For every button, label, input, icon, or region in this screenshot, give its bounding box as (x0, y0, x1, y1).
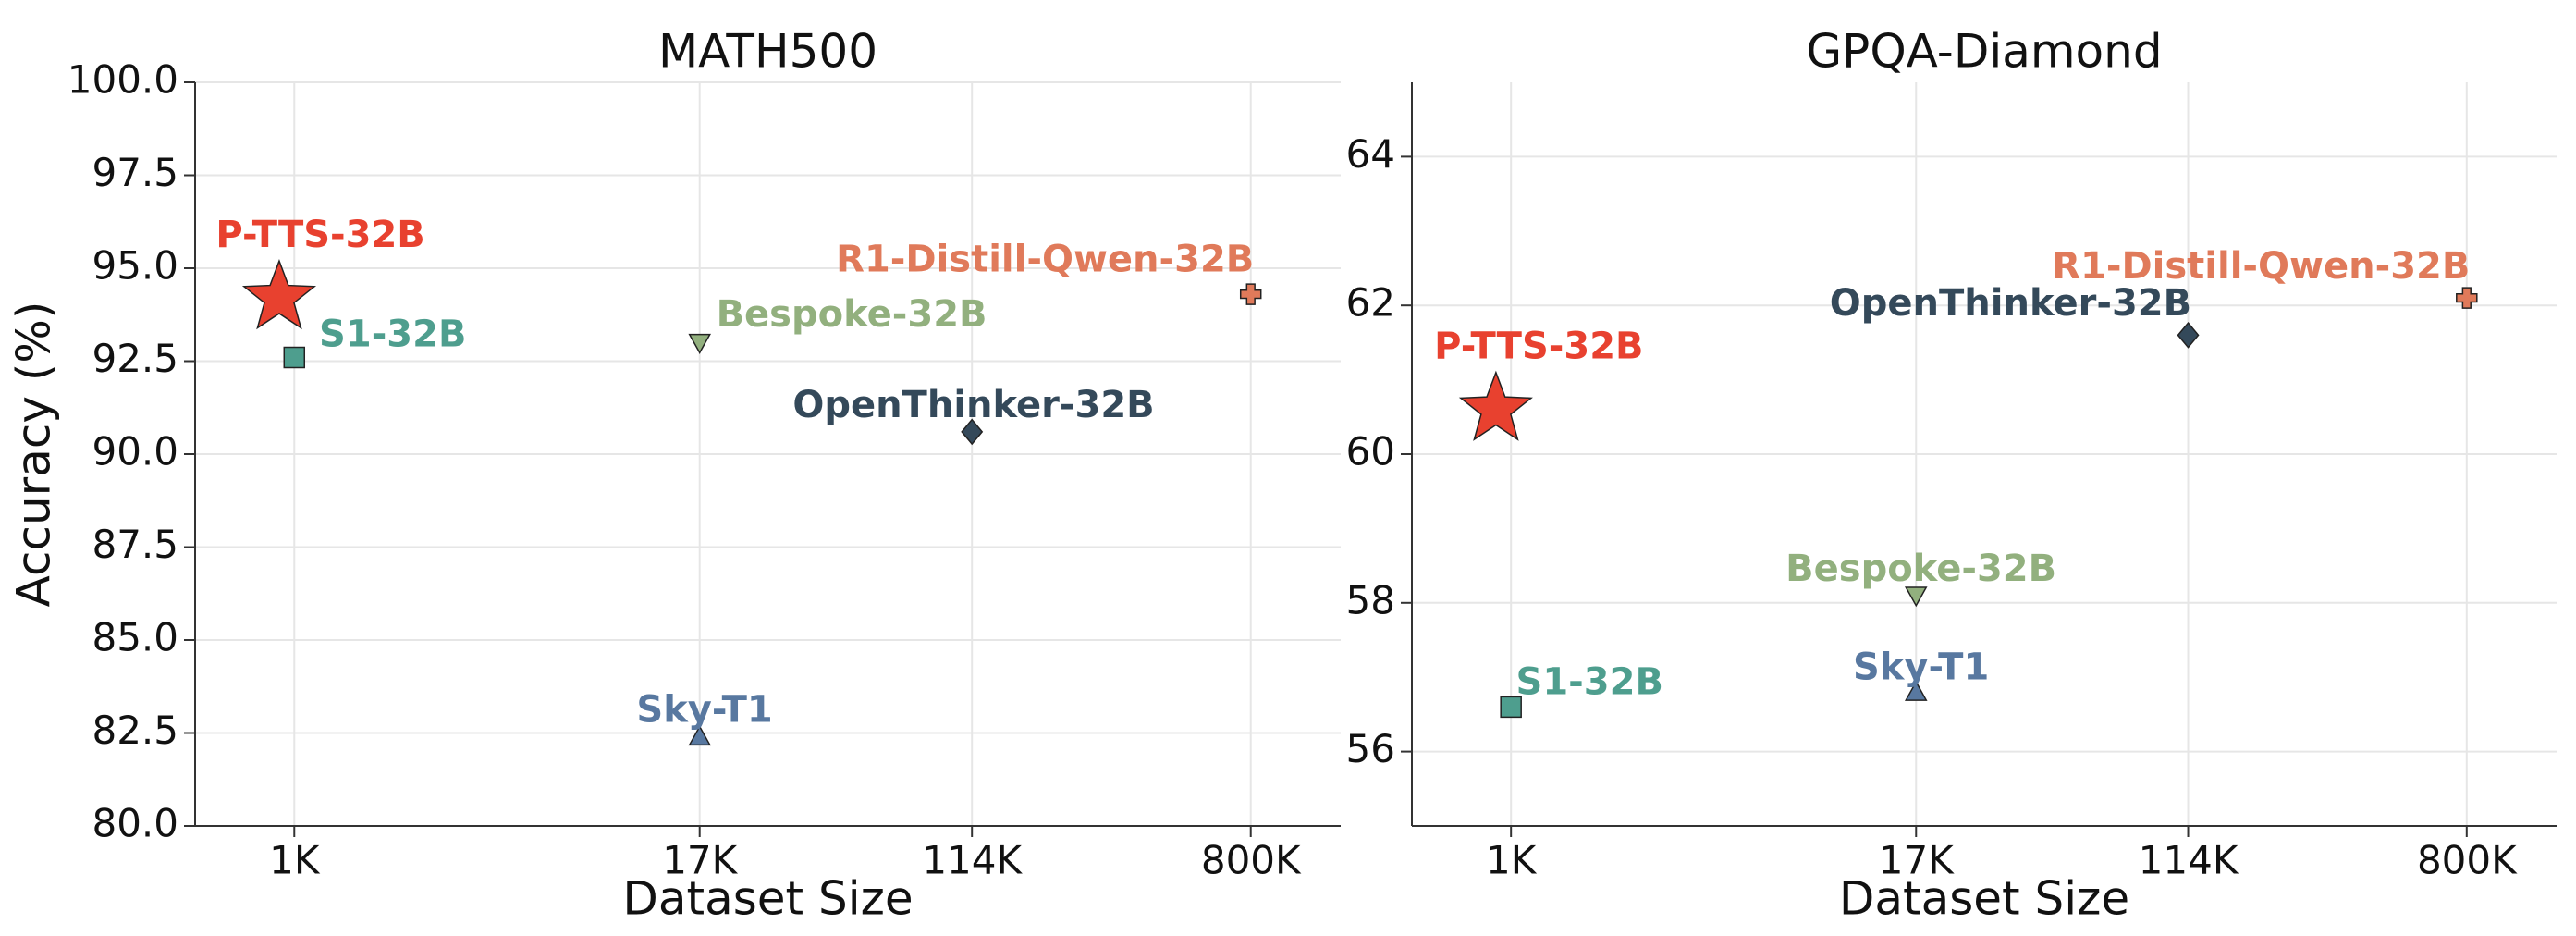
chart: 80.0 82.5 85.0 87.5 90.0 92.5 95.0 97.5 100.0 1K 1… (7, 25, 1341, 926)
chart: 56 58 60 62 64 1K 17K 114K 800K GPQA-Diamond Datas… (1346, 25, 2557, 926)
point-label: R1-Distill-Qwen-32B (2052, 245, 2470, 288)
y-tick-label: 64 (1346, 131, 1395, 177)
y-tick-label: 95.0 (92, 243, 178, 289)
y-tick-label: 58 (1346, 577, 1395, 622)
y-tick-label: 85.0 (92, 615, 178, 660)
x-axis-label: Dataset Size (622, 872, 913, 926)
point (688, 333, 711, 354)
x-tick-label: 1K (1486, 838, 1538, 883)
y-tick-label: 90.0 (92, 429, 178, 474)
y-tick-label: 92.5 (92, 336, 178, 381)
point (1904, 680, 1928, 701)
point-label: Sky-T1 (1853, 646, 1989, 688)
chart-title: GPQA-Diamond (1806, 25, 2162, 79)
point-label: OpenThinker-32B (792, 384, 1154, 426)
x-tick-label: 1K (269, 838, 321, 883)
x-tick-label: 114K (922, 838, 1023, 883)
point (1500, 696, 1522, 719)
point (2456, 287, 2478, 309)
point (688, 724, 711, 746)
y-tick-label: 60 (1346, 429, 1395, 474)
point-label: Bespoke-32B (1785, 548, 2056, 590)
point (2177, 321, 2200, 349)
y-axis-label: Accuracy (%) (7, 302, 61, 608)
point (1458, 370, 1533, 441)
point-label: Sky-T1 (636, 689, 772, 732)
y-tick-label: 97.5 (92, 150, 178, 195)
y-tick-label: 82.5 (92, 708, 178, 753)
point (1904, 586, 1928, 608)
x-tick-label: 800K (1201, 838, 1302, 883)
point-label: S1-32B (319, 313, 466, 355)
point (241, 259, 317, 330)
x-tick-label: 800K (2417, 838, 2518, 883)
point-label: P-TTS-32B (215, 214, 424, 256)
point (1239, 283, 1262, 305)
y-tick-label: 56 (1346, 726, 1395, 771)
x-tick-label: 17K (1879, 838, 1955, 883)
x-tick-label: 114K (2139, 838, 2239, 883)
y-tick-label: 100.0 (67, 57, 178, 103)
x-axis-label: Dataset Size (1839, 872, 2129, 926)
y-tick-label: 80.0 (92, 801, 178, 846)
x-tick-label: 17K (662, 838, 738, 883)
point-label: Bespoke-32B (717, 293, 987, 336)
point-label: P-TTS-32B (1434, 326, 1643, 368)
point-label: S1-32B (1516, 660, 1663, 703)
y-tick-label: 87.5 (92, 522, 178, 567)
point-label: OpenThinker-32B (1830, 282, 2191, 325)
point (283, 346, 306, 369)
chart-title: MATH500 (658, 25, 877, 79)
point (961, 418, 984, 446)
y-tick-label: 62 (1346, 280, 1395, 326)
point-label: R1-Distill-Qwen-32B (836, 238, 1254, 280)
